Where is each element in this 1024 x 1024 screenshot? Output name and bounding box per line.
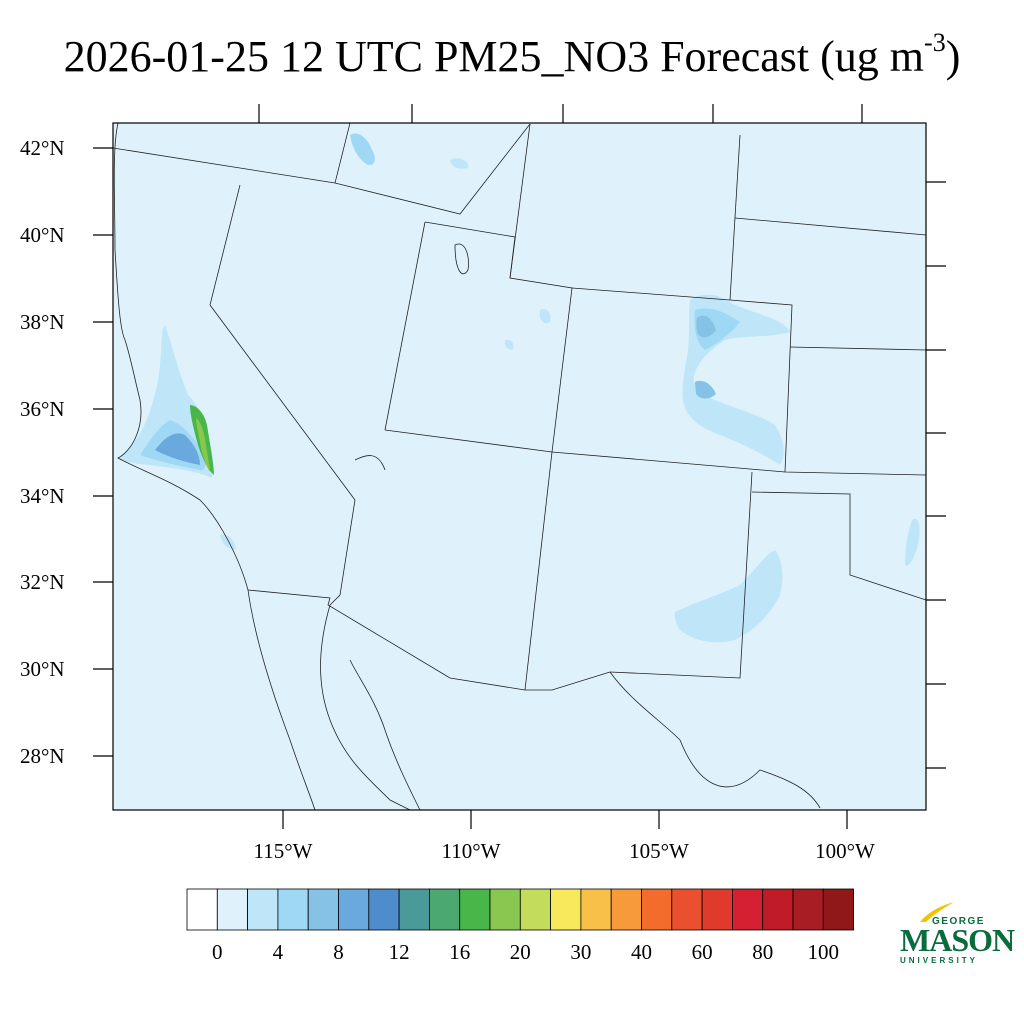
lon-label: 110°W: [442, 839, 501, 863]
lat-label: 32°N: [20, 570, 65, 594]
axis-ticks: [93, 104, 946, 829]
colorbar-swatch: [277, 888, 309, 931]
colorbar-label: 40: [631, 940, 652, 964]
colorbar-swatch: [762, 888, 794, 931]
colorbar-swatch: [519, 888, 551, 931]
colorbar-swatch: [822, 888, 854, 931]
lat-label: 28°N: [20, 744, 65, 768]
lat-label: 38°N: [20, 310, 65, 334]
map-background: [113, 123, 926, 810]
colorbar-swatch: [247, 888, 279, 931]
colorbar-labels: 0 4 8 12 16 20 30 40 60 80 100: [212, 940, 839, 964]
george-mason-logo: GEORGE MASON UNIVERSITY: [898, 900, 1015, 970]
colorbar-label: 12: [389, 940, 410, 964]
lon-label: 105°W: [629, 839, 689, 863]
lat-label: 40°N: [20, 223, 65, 247]
map-title: 2026-01-25 12 UTC PM25_NO3 Forecast (ug …: [63, 28, 961, 82]
colorbar-swatch: [701, 888, 733, 931]
lat-label: 30°N: [20, 657, 65, 681]
colorbar-label: 80: [752, 940, 773, 964]
lat-label: 36°N: [20, 397, 65, 421]
colorbar-label: 0: [212, 940, 223, 964]
colorbar-swatch: [398, 888, 430, 931]
colorbar-swatch: [428, 888, 461, 931]
colorbar-swatch: [550, 888, 582, 931]
longitude-labels: 115°W 110°W 105°W 100°W: [254, 839, 876, 863]
colorbar-swatch: [307, 888, 339, 931]
colorbar: [186, 888, 854, 931]
colorbar-label: 16: [449, 940, 470, 964]
colorbar-swatch: [732, 888, 764, 931]
colorbar-label: 8: [333, 940, 344, 964]
colorbar-label: 20: [510, 940, 531, 964]
colorbar-swatch: [186, 888, 218, 931]
colorbar-swatch: [671, 888, 703, 931]
colorbar-swatch: [489, 888, 521, 931]
lon-label: 100°W: [815, 839, 875, 863]
colorbar-swatch: [459, 888, 491, 931]
colorbar-label: 30: [570, 940, 591, 964]
colorbar-swatch: [792, 888, 824, 931]
colorbar-label: 4: [273, 940, 284, 964]
colorbar-swatch: [368, 888, 400, 931]
political-borders: [112, 122, 927, 811]
colorbar-swatch: [216, 888, 249, 931]
concentration-field: [118, 133, 920, 643]
map-frame: [112, 122, 927, 811]
colorbar-label: 60: [692, 940, 713, 964]
colorbar-swatch: [580, 888, 612, 931]
colorbar-label: 100: [808, 940, 840, 964]
lon-label: 115°W: [254, 839, 313, 863]
latitude-labels: 42°N 40°N 38°N 36°N 34°N 32°N 30°N 28°N: [20, 136, 65, 768]
colorbar-swatch: [610, 888, 642, 931]
lat-label: 42°N: [20, 136, 65, 160]
colorbar-swatch: [338, 888, 370, 931]
colorbar-swatch: [641, 888, 673, 931]
lat-label: 34°N: [20, 484, 65, 508]
logo-swoosh-icon: [920, 902, 954, 922]
